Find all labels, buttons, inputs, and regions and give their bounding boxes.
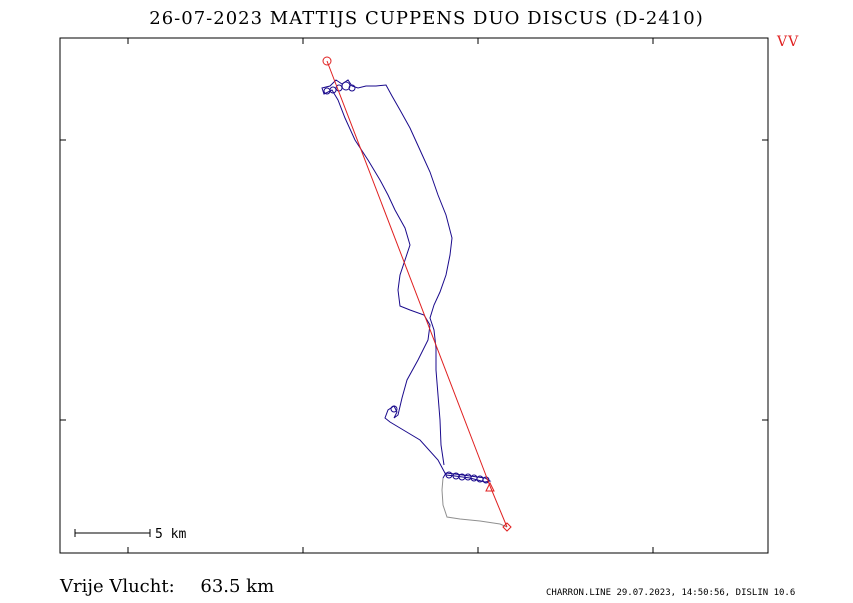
finish-point-marker bbox=[502, 522, 512, 532]
tow-track bbox=[441, 477, 508, 528]
task-line bbox=[322, 56, 512, 532]
flight-track bbox=[321, 79, 492, 483]
thermal-circles bbox=[323, 81, 490, 484]
flight-distance: 63.5 km bbox=[200, 576, 275, 597]
axis-ticks bbox=[60, 38, 768, 553]
flight-type-label: Vrije Vlucht: bbox=[60, 576, 175, 597]
scale-bar bbox=[74, 529, 151, 537]
start-point-marker bbox=[322, 56, 332, 66]
plot-frame bbox=[59, 37, 769, 554]
scale-bar-label: 5 km bbox=[155, 527, 186, 542]
flight-badge: VV bbox=[777, 34, 800, 50]
flight-summary: Vrije Vlucht: 63.5 km bbox=[60, 576, 274, 597]
flight-title: 26-07-2023 MATTIJS CUPPENS DUO DISCUS (D… bbox=[149, 8, 704, 29]
turnpoint-marker bbox=[485, 481, 495, 492]
credits-line: CHARRON.LINE 29.07.2023, 14:50:56, DISLI… bbox=[546, 588, 796, 598]
